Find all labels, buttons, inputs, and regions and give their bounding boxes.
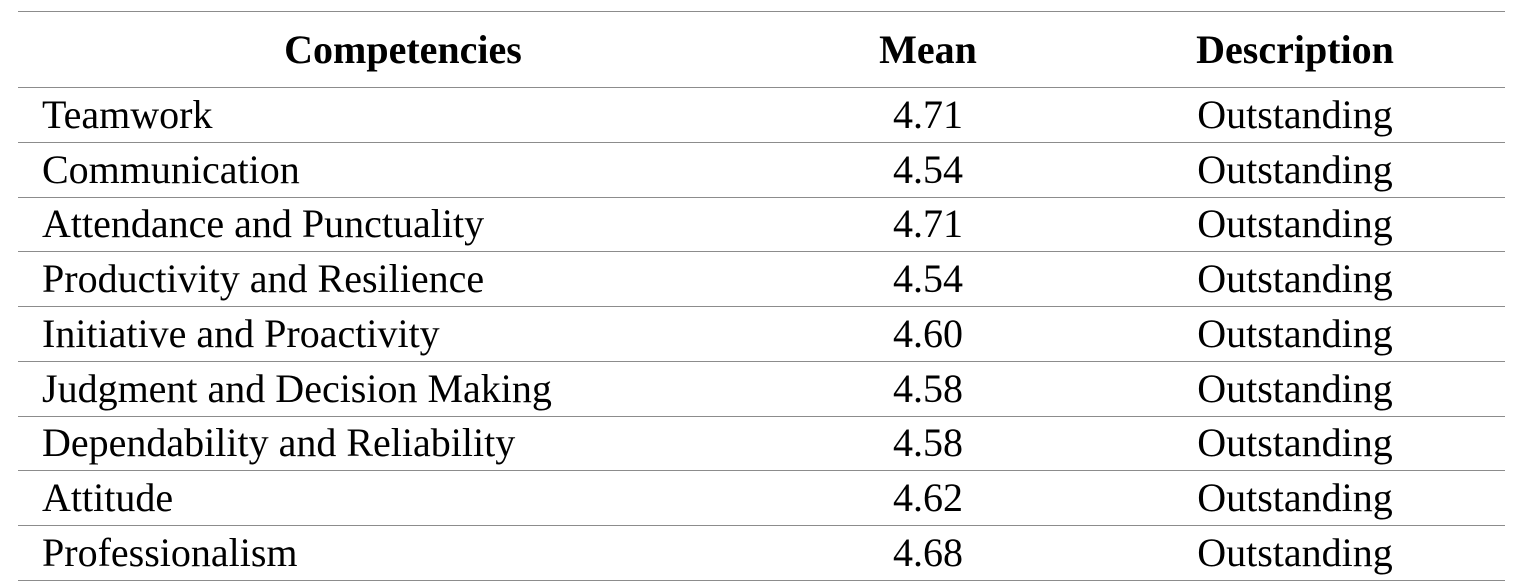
table-row: Judgment and Decision Making 4.58 Outstand…	[18, 361, 1505, 417]
mean-cell: 4.71	[893, 201, 963, 247]
header-competency: Competencies	[284, 27, 522, 72]
table-row: Dependability and Reliability 4.58 Outstan…	[18, 416, 1505, 472]
header-row: Competencies Mean Description	[18, 12, 1505, 88]
competency-cell: Professionalism	[42, 529, 298, 575]
mean-cell: 4.60	[893, 310, 963, 356]
competency-cell: Attitude	[42, 475, 174, 521]
mean-cell: 4.71	[893, 91, 963, 137]
header-mean: Mean	[879, 27, 977, 72]
description-cell: Outstanding	[1197, 475, 1393, 521]
description-cell: Outstanding	[1197, 146, 1393, 192]
table-row: Attendance and Punctuality 4.71 Outstandin…	[18, 197, 1505, 253]
competency-cell: Attendance and Punctuality	[42, 201, 485, 247]
table-row: Communication 4.54 Outstanding	[18, 142, 1505, 198]
table-row: Initiative and Proactivity 4.60 Outstandin…	[18, 306, 1505, 362]
description-cell: Outstanding	[1197, 529, 1393, 575]
competency-cell: Teamwork	[42, 91, 213, 137]
competency-cell: Judgment and Decision Making	[42, 365, 552, 411]
mean-cell: 4.54	[893, 256, 963, 302]
description-cell: Outstanding	[1197, 256, 1393, 302]
table-row: Productivity and Resilience 4.54 Outstandi…	[18, 251, 1505, 307]
table-row: Attitude 4.62 Outstanding	[18, 470, 1505, 526]
mean-cell: 4.68	[893, 529, 963, 575]
table-row: Professionalism 4.68 Outstanding	[18, 525, 1505, 581]
mean-cell: 4.54	[893, 146, 963, 192]
competency-cell: Productivity and Resilience	[42, 256, 485, 302]
competency-cell: Initiative and Proactivity	[42, 310, 440, 356]
mean-cell: 4.58	[893, 365, 963, 411]
top-rule	[18, 11, 1505, 12]
description-cell: Outstanding	[1197, 310, 1393, 356]
description-cell: Outstanding	[1197, 420, 1393, 466]
competency-cell: Communication	[42, 146, 300, 192]
table-row: Teamwork 4.71 Outstanding	[18, 87, 1505, 143]
description-cell: Outstanding	[1197, 201, 1393, 247]
mean-cell: 4.58	[893, 420, 963, 466]
description-cell: Outstanding	[1197, 91, 1393, 137]
competency-cell: Dependability and Reliability	[42, 420, 516, 466]
description-cell: Outstanding	[1197, 365, 1393, 411]
mean-cell: 4.62	[893, 475, 963, 521]
header-description: Description	[1196, 27, 1394, 72]
